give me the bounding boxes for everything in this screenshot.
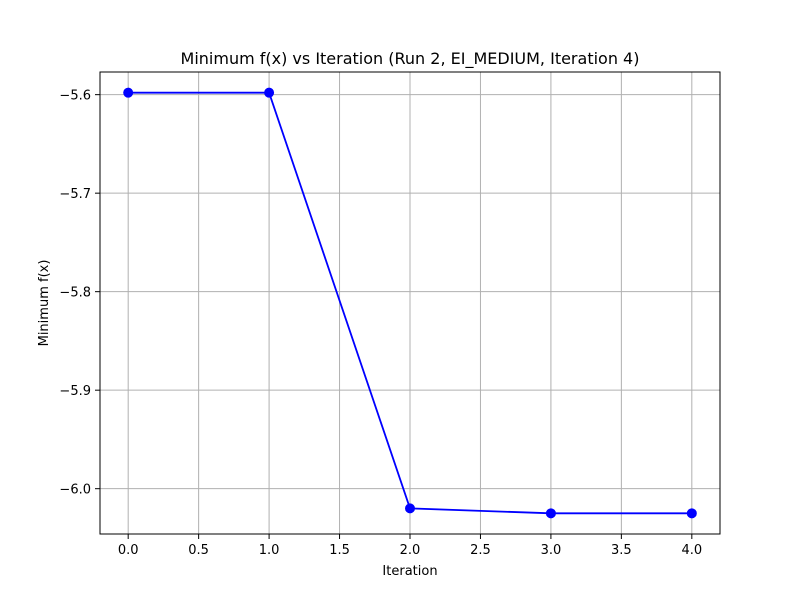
x-tick-label: 1.0 <box>259 543 280 558</box>
x-tick-label: 3.5 <box>611 543 632 558</box>
y-axis-label: Minimum f(x) <box>37 260 52 347</box>
data-point <box>545 508 556 519</box>
x-tick-label: 3.0 <box>541 543 562 558</box>
x-tick-label: 1.5 <box>329 543 350 558</box>
y-tick-label: −5.9 <box>59 384 91 399</box>
y-tick-label: −5.6 <box>59 89 91 104</box>
y-tick-label: −5.8 <box>59 286 91 301</box>
y-tick-label: −5.7 <box>59 187 91 202</box>
data-point <box>686 508 697 519</box>
x-tick-label: 2.5 <box>470 543 491 558</box>
x-tick-label: 0.5 <box>188 543 209 558</box>
x-tick-label: 2.0 <box>400 543 421 558</box>
x-tick-label: 0.0 <box>118 543 139 558</box>
data-point <box>123 87 134 98</box>
grid <box>100 72 720 534</box>
data-point <box>405 503 415 514</box>
chart-title: Minimum f(x) vs Iteration (Run 2, EI_MED… <box>181 49 640 69</box>
y-tick-label: −6.0 <box>59 483 91 498</box>
x-axis-label: Iteration <box>382 564 437 579</box>
series <box>123 87 697 519</box>
axis-ticks: 0.0 0.5 1.0 1.5 2.0 2.5 3.0 3.5 4.0 −6.0 −5.9 −5.8 −… <box>59 89 702 558</box>
x-tick-label: 4.0 <box>681 543 702 558</box>
data-point <box>264 87 275 98</box>
